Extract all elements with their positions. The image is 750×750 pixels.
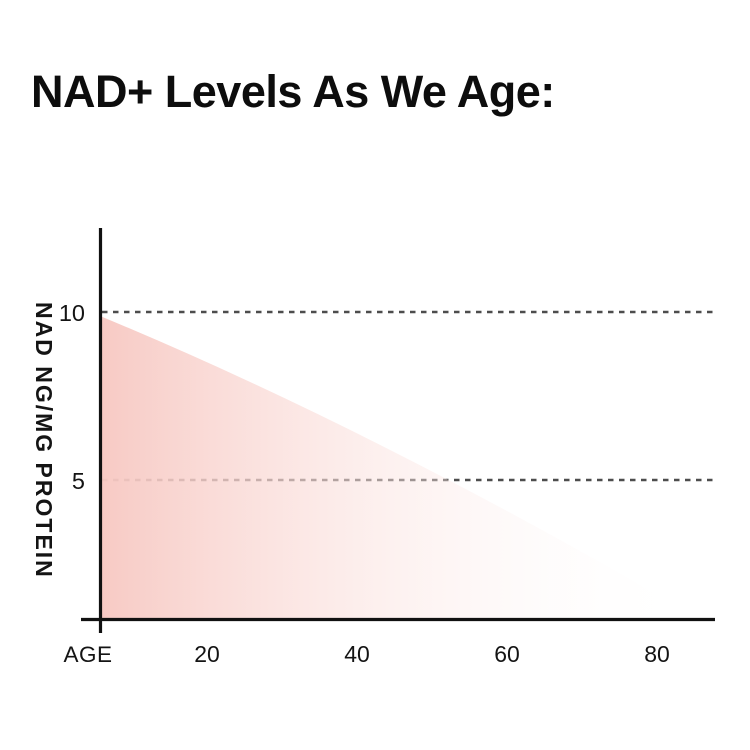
y-tick-10: 10 bbox=[59, 300, 85, 326]
x-tick-40: 40 bbox=[344, 641, 370, 667]
x-tick-80: 80 bbox=[644, 641, 670, 667]
y-axis-title: NAD NG/MG PROTEIN bbox=[31, 302, 57, 579]
chart-title: NAD+ Levels As We Age: bbox=[31, 66, 555, 117]
y-tick-5: 5 bbox=[72, 468, 85, 494]
x-tick-60: 60 bbox=[494, 641, 520, 667]
nad-area-fill bbox=[100, 316, 698, 619]
x-axis-title: AGE bbox=[63, 642, 112, 667]
x-tick-20: 20 bbox=[194, 641, 220, 667]
